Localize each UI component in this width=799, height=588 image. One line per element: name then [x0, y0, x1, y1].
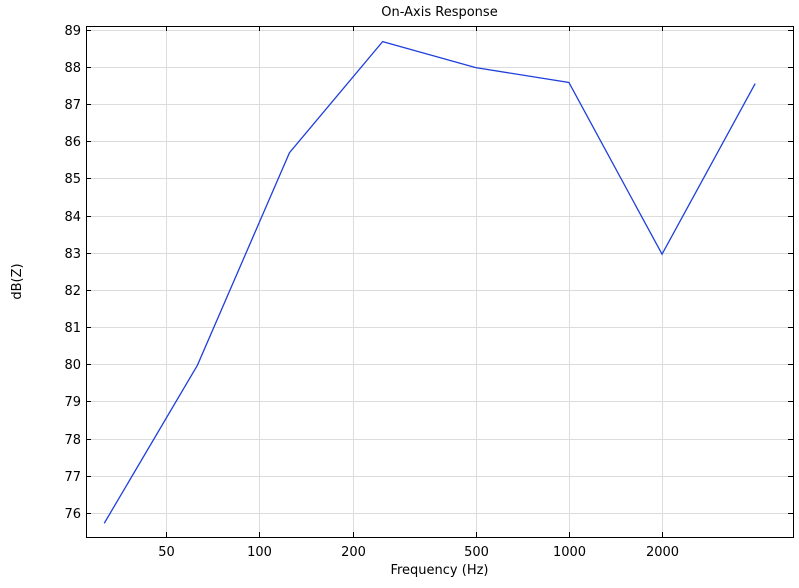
x-axis-label: Frequency (Hz): [390, 563, 488, 578]
x-axis: 50 100 200 500 1000 2000: [158, 26, 679, 560]
y-tick-label: 88: [64, 61, 81, 76]
y-axis: 76 77 78 79 80 81 82 83 84 85 86 87 88 89: [64, 24, 793, 522]
y-tick-label: 83: [64, 247, 81, 262]
y-tick-label: 78: [64, 433, 81, 448]
y-axis-label: dB(Z): [10, 263, 25, 299]
series-line-0: [103, 40, 756, 524]
series-layer: [103, 40, 756, 524]
y-tick-label: 86: [64, 135, 81, 150]
y-tick-label: 85: [64, 172, 81, 187]
y-tick-label: 77: [64, 470, 81, 485]
x-tick-label: 2000: [646, 545, 679, 560]
y-tick-label: 76: [64, 507, 81, 522]
grid: [86, 26, 793, 537]
x-tick-label: 200: [341, 545, 366, 560]
y-tick-label: 89: [64, 24, 81, 39]
x-tick-label: 500: [464, 545, 489, 560]
y-tick-label: 82: [64, 284, 81, 299]
y-tick-label: 87: [64, 98, 81, 113]
y-tick-label: 80: [64, 358, 81, 373]
x-tick-label: 100: [247, 545, 272, 560]
y-tick-label: 81: [64, 321, 81, 336]
plot-frame: [86, 26, 794, 538]
y-tick-label: 84: [64, 210, 81, 225]
y-tick-label: 79: [64, 395, 81, 410]
x-tick-label: 50: [158, 545, 175, 560]
x-tick-label: 1000: [553, 545, 586, 560]
chart-title: On-Axis Response: [381, 5, 497, 20]
